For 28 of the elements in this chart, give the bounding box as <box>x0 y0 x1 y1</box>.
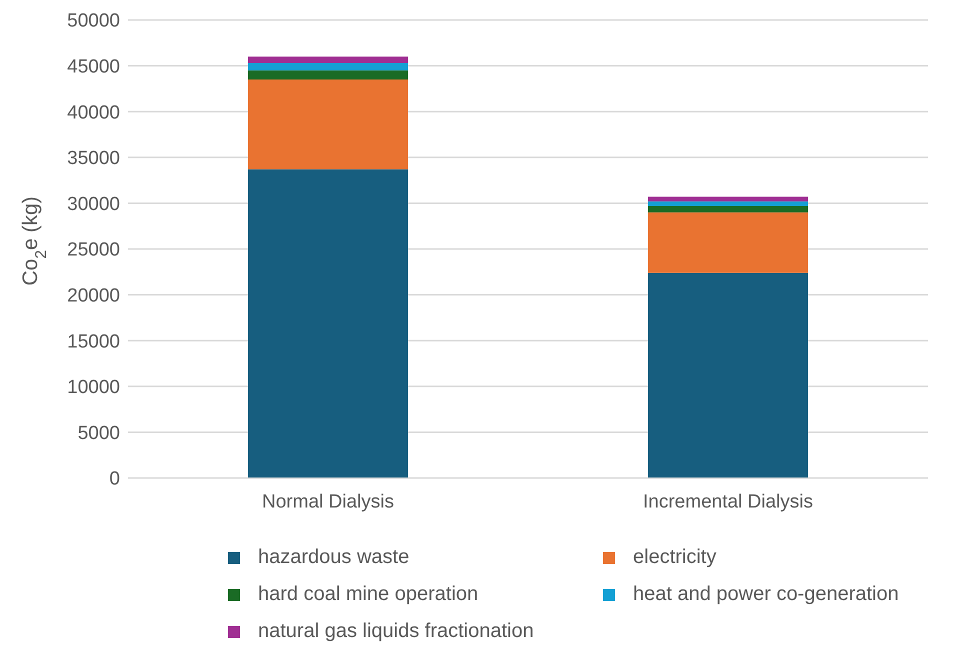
y-tick-label: 45000 <box>67 56 120 78</box>
bar <box>648 272 808 478</box>
y-tick-label: 5000 <box>78 422 120 444</box>
bar <box>648 212 808 273</box>
y-tick-label: 50000 <box>67 10 120 32</box>
bar <box>248 70 408 80</box>
legend-label: hazardous waste <box>258 546 410 569</box>
legend-label: heat and power co-generation <box>633 583 899 606</box>
y-tick-label: 0 <box>109 468 120 490</box>
bar <box>648 196 808 202</box>
y-tick-label: 25000 <box>67 240 120 261</box>
bar <box>648 206 808 212</box>
bar <box>248 169 408 478</box>
y-tick-label: 20000 <box>67 286 120 307</box>
y-tick-label: 35000 <box>67 148 120 170</box>
y-tick-label: 15000 <box>67 331 120 352</box>
bar <box>248 56 408 64</box>
bar <box>248 80 408 170</box>
legend-label: hard coal mine operation <box>258 583 478 606</box>
y-tick-label: 40000 <box>67 102 120 124</box>
legend-label: electricity <box>633 546 716 569</box>
legend-label: natural gas liquids fractionation <box>258 620 534 643</box>
x-tick-label: Incremental Dialysis <box>643 491 813 512</box>
x-tick-label: Normal Dialysis <box>262 491 394 512</box>
bar <box>248 63 408 70</box>
bar <box>648 201 808 206</box>
y-tick-label: 10000 <box>67 377 120 398</box>
y-tick-label: 30000 <box>67 194 120 215</box>
